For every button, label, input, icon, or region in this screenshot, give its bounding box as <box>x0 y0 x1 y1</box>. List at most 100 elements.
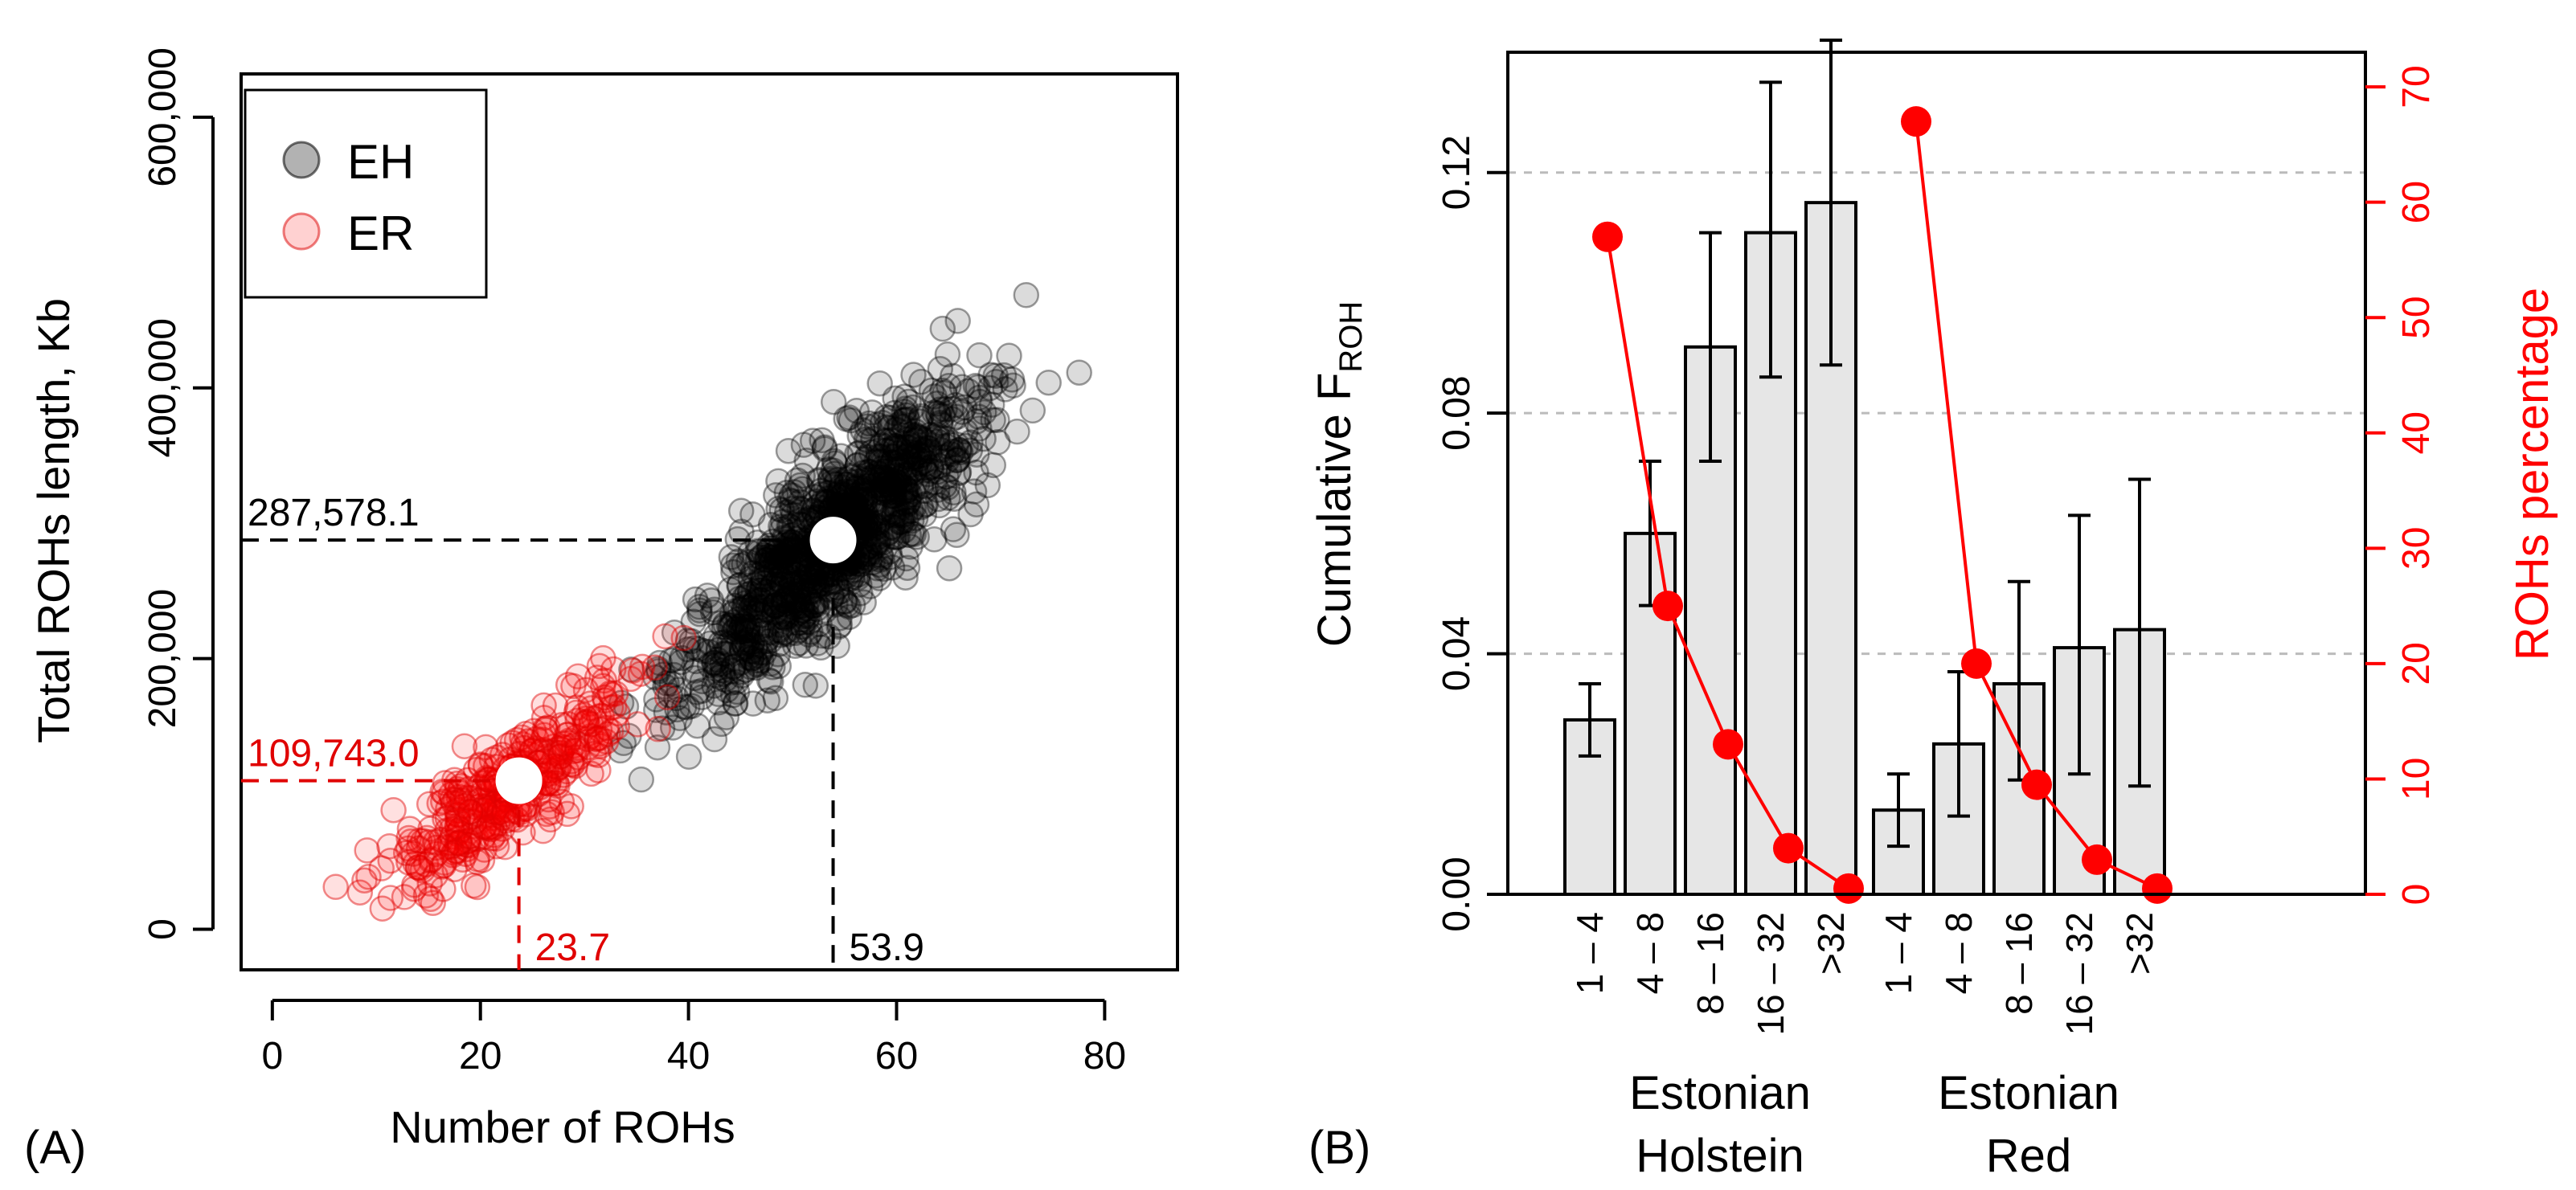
scatter-point-eh <box>712 611 739 638</box>
scatter-point-eh <box>835 482 862 509</box>
scatter-point-eh <box>846 571 873 598</box>
scatter-point-eh <box>616 722 642 750</box>
scatter-point-eh <box>892 564 919 591</box>
scatter-point-eh <box>643 697 670 723</box>
scatter-point-eh <box>894 554 921 581</box>
scatter-point-eh <box>803 573 830 599</box>
scatter-point-eh <box>844 452 871 478</box>
scatter-point-eh <box>912 491 940 517</box>
scatter-point-eh <box>801 568 828 595</box>
scatter-point-eh <box>852 480 878 506</box>
scatter-point-eh <box>797 558 823 585</box>
scatter-point-eh <box>653 699 680 726</box>
scatter-point-eh <box>723 678 751 705</box>
scatter-point-eh <box>743 654 770 681</box>
scatter-point-eh <box>765 631 792 657</box>
scatter-point-er <box>469 847 496 873</box>
scatter-point-eh <box>896 439 924 465</box>
scatter-point-eh <box>837 462 864 489</box>
scatter-point-eh <box>895 489 922 516</box>
scatter-point-eh <box>754 687 781 714</box>
group-labels: Estonian Holstein Estonian Red <box>1629 1067 2119 1182</box>
scatter-point-er <box>560 738 588 765</box>
scatter-point-eh <box>780 588 807 615</box>
scatter-point-eh <box>738 632 765 659</box>
scatter-point-eh <box>902 418 929 445</box>
scatter-point-eh <box>855 480 883 506</box>
scatter-point-eh <box>875 466 903 493</box>
scatter-point-eh <box>797 578 824 604</box>
scatter-point-er <box>437 833 465 861</box>
scatter-point-er <box>652 623 678 650</box>
scatter-point-eh <box>846 440 873 466</box>
scatter-point-eh <box>802 568 829 595</box>
scatter-point-eh <box>686 600 713 628</box>
scatter-point-eh <box>770 570 797 597</box>
scatter-point-er <box>575 734 602 761</box>
scatter-point-eh <box>817 467 844 494</box>
scatter-point-eh <box>863 411 891 438</box>
scatter-point-er <box>392 840 420 866</box>
scatter-point-eh <box>774 603 801 630</box>
scatter-point-eh <box>887 448 914 475</box>
scatter-point-eh <box>761 592 788 619</box>
scatter-point-eh <box>771 619 798 646</box>
scatter-point-er <box>578 760 604 787</box>
scatter-point-eh <box>682 635 708 661</box>
scatter-point-eh <box>778 482 805 509</box>
scatter-point-eh <box>817 568 844 595</box>
scatter-point-eh <box>1035 369 1062 396</box>
scatter-point-eh <box>873 428 899 455</box>
scatter-point-eh <box>682 657 709 684</box>
scatter-point-eh <box>732 617 760 644</box>
scatter-point-eh <box>955 378 981 405</box>
scatter-point-eh <box>839 501 866 527</box>
scatter-point-eh <box>628 766 655 793</box>
scatter-point-er <box>543 756 570 783</box>
x-category-label: >32 <box>2119 912 2160 975</box>
panel-b-bar: 0.00 0.04 0.08 0.12 0 10 20 30 40 50 60 70 1 – 4 4 … <box>1308 39 2558 1182</box>
scatter-point-eh <box>869 476 895 502</box>
scatter-point-eh <box>895 452 921 478</box>
scatter-point-eh <box>883 462 910 489</box>
scatter-point-eh <box>751 542 777 568</box>
scatter-point-eh <box>686 594 713 620</box>
scatter-point-er <box>534 743 561 770</box>
scatter-point-eh <box>845 562 871 588</box>
scatter-point-eh <box>674 693 701 721</box>
scatter-point-eh <box>842 475 870 501</box>
scatter-point-eh <box>879 470 907 497</box>
scatter-point-eh <box>785 550 813 577</box>
scatter-point-eh <box>900 433 927 460</box>
scatter-point-eh <box>883 468 909 494</box>
scatter-point-eh <box>924 485 952 513</box>
scatter-point-eh <box>788 497 815 523</box>
scatter-point-eh <box>810 489 838 516</box>
scatter-point-eh <box>735 616 761 644</box>
scatter-point-eh <box>895 521 923 548</box>
scatter-point-eh <box>812 570 839 597</box>
scatter-point-eh <box>907 493 934 521</box>
x-category-label: 16 – 32 <box>1750 912 1792 1035</box>
scatter-point-eh <box>802 673 829 699</box>
scatter-point-eh <box>858 439 885 465</box>
scatter-point-eh <box>736 580 764 607</box>
scatter-point-eh <box>868 431 895 459</box>
scatter-point-eh <box>710 640 737 667</box>
scatter-point-eh <box>962 373 989 399</box>
scatter-point-eh <box>663 685 690 712</box>
x-tick-label-a: 0 <box>261 1035 283 1078</box>
scatter-point-eh <box>946 437 973 464</box>
y-axis-right-b: 0 10 20 30 40 50 60 70 <box>2365 65 2438 905</box>
scatter-point-eh <box>870 448 897 475</box>
scatter-point-eh <box>870 458 897 485</box>
scatter-point-eh <box>829 481 857 508</box>
scatter-point-eh <box>725 606 752 632</box>
scatter-point-eh <box>882 385 908 412</box>
scatter-point-eh <box>937 431 964 458</box>
scatter-point-eh <box>833 466 860 493</box>
scatter-point-eh <box>907 472 935 500</box>
scatter-point-eh <box>878 554 906 581</box>
x-tick-label-a: 80 <box>1083 1035 1126 1078</box>
scatter-point-eh <box>787 489 813 515</box>
